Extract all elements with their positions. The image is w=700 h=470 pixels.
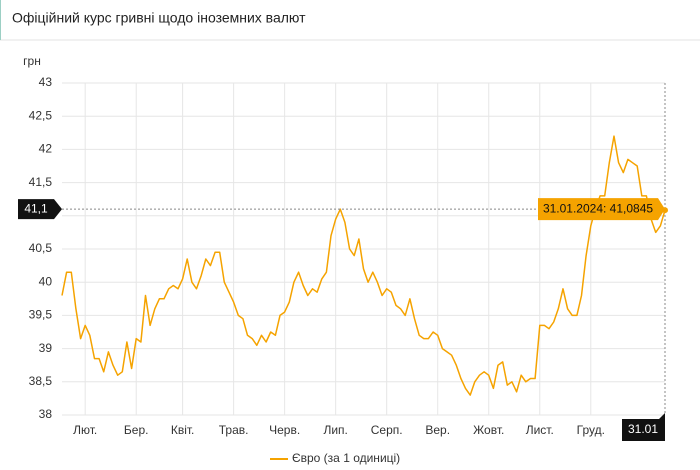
x-tick-label: Вер. <box>425 423 450 437</box>
x-tick-label: Жовт. <box>473 423 504 437</box>
y-tick-label: 39,5 <box>29 308 53 322</box>
chart-title: Офіційний курс гривні щодо іноземних вал… <box>12 10 306 26</box>
x-tick-label: Бер. <box>124 423 149 437</box>
tooltip-point <box>662 207 668 214</box>
y-tick-label: 43 <box>39 75 53 89</box>
crosshair-x-label: 31.01 <box>628 422 658 436</box>
header <box>0 0 700 40</box>
y-tick-label: 39 <box>39 341 53 355</box>
crosshair-y-label: 41,1 <box>24 201 48 215</box>
crosshair-y-box <box>18 199 62 220</box>
x-tick-label: Лист. <box>526 423 554 437</box>
y-axis-label: грн <box>23 54 41 68</box>
legend-label: Євро (за 1 одиниці) <box>292 451 400 465</box>
y-tick-label: 40 <box>39 274 53 288</box>
x-tick-label: Трав. <box>219 423 249 437</box>
x-tick-label: Черв. <box>269 423 300 437</box>
x-tick-label: Лип. <box>323 423 347 437</box>
x-tick-label: Лют. <box>73 423 97 437</box>
x-tick-label: Серп. <box>371 423 403 437</box>
y-tick-label: 42,5 <box>29 108 53 122</box>
x-tick-label: Квіт. <box>171 423 195 437</box>
y-tick-label: 38,5 <box>29 374 53 388</box>
x-tick-label: Груд. <box>577 423 605 437</box>
tooltip-label: 31.01.2024: 41,0845 <box>543 201 653 215</box>
y-tick-label: 38 <box>39 407 53 421</box>
line <box>61 135 666 396</box>
y-tick-label: 41,5 <box>29 175 53 189</box>
tooltip-box <box>538 198 665 221</box>
crosshair-x-box <box>622 413 665 441</box>
y-tick-label: 42 <box>39 142 53 156</box>
y-tick-label: 40,5 <box>29 241 53 255</box>
